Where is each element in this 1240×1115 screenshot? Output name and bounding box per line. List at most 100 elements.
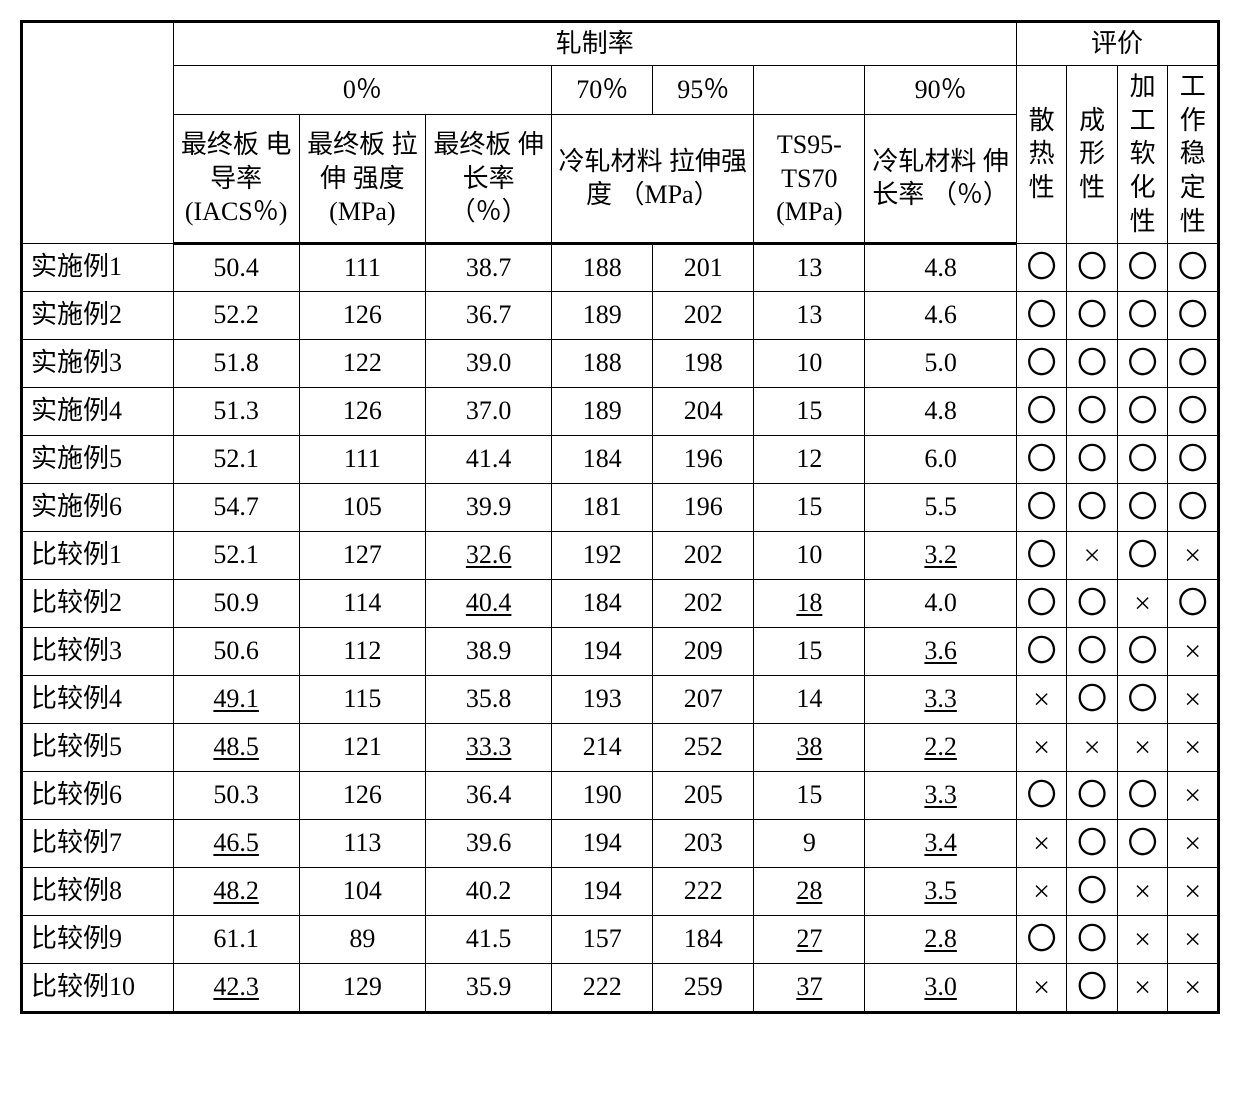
eval-cell-3: 〇: [1117, 243, 1168, 291]
cell-el0: 38.7: [426, 243, 552, 291]
cell-ts0: 126: [299, 291, 425, 339]
eval-cell-2: ×: [1067, 531, 1118, 579]
cell-ts95: 259: [653, 963, 754, 1012]
row-label: 比较例7: [22, 819, 174, 867]
header-evaluation: 评价: [1016, 22, 1218, 66]
eval-cell-2: 〇: [1067, 291, 1118, 339]
eval-cell-2: 〇: [1067, 435, 1118, 483]
cell-ts0: 115: [299, 675, 425, 723]
cell-el0: 32.6: [426, 531, 552, 579]
cell-ts70: 222: [552, 963, 653, 1012]
cell-cond: 51.3: [173, 387, 299, 435]
cell-el0: 36.7: [426, 291, 552, 339]
eval-cell-3: 〇: [1117, 435, 1168, 483]
eval-cell-1: ×: [1016, 819, 1067, 867]
cell-el0: 40.2: [426, 867, 552, 915]
eval-cell-1: 〇: [1016, 531, 1067, 579]
eval-cell-4: 〇: [1168, 387, 1219, 435]
header-cond: 最终板 电导率 (IACS％): [173, 115, 299, 244]
table-row: 比较例548.512133.3214252382.2××××: [22, 723, 1219, 771]
eval-cell-4: 〇: [1168, 579, 1219, 627]
cell-ts0: 126: [299, 387, 425, 435]
cell-coldel: 5.0: [865, 339, 1017, 387]
eval-cell-3: 〇: [1117, 339, 1168, 387]
cell-coldel: 2.2: [865, 723, 1017, 771]
eval-cell-1: 〇: [1016, 291, 1067, 339]
cell-cond: 48.2: [173, 867, 299, 915]
cell-coldel: 2.8: [865, 915, 1017, 963]
table-row: 比较例250.911440.4184202184.0〇〇×〇: [22, 579, 1219, 627]
cell-coldel: 4.8: [865, 243, 1017, 291]
cell-coldel: 4.8: [865, 387, 1017, 435]
cell-ts70: 190: [552, 771, 653, 819]
cell-coldel: 3.4: [865, 819, 1017, 867]
cell-ts0: 114: [299, 579, 425, 627]
row-label: 比较例4: [22, 675, 174, 723]
cell-ts0: 111: [299, 435, 425, 483]
cell-coldel: 3.0: [865, 963, 1017, 1012]
cell-cond: 52.1: [173, 531, 299, 579]
table-row: 实施例150.411138.7188201134.8〇〇〇〇: [22, 243, 1219, 291]
eval-cell-2: 〇: [1067, 819, 1118, 867]
cell-cond: 50.9: [173, 579, 299, 627]
table-row: 比较例350.611238.9194209153.6〇〇〇×: [22, 627, 1219, 675]
table-row: 实施例552.111141.4184196126.0〇〇〇〇: [22, 435, 1219, 483]
cell-el0: 33.3: [426, 723, 552, 771]
header-blank2: [754, 65, 865, 114]
row-label: 比较例1: [22, 531, 174, 579]
cell-diff: 27: [754, 915, 865, 963]
cell-ts0: 112: [299, 627, 425, 675]
header-pct0: 0％: [173, 65, 552, 114]
eval-cell-1: ×: [1016, 867, 1067, 915]
cell-coldel: 5.5: [865, 483, 1017, 531]
eval-cell-4: ×: [1168, 867, 1219, 915]
eval-cell-1: 〇: [1016, 627, 1067, 675]
cell-coldel: 4.6: [865, 291, 1017, 339]
row-label: 实施例3: [22, 339, 174, 387]
cell-diff: 13: [754, 291, 865, 339]
cell-ts0: 89: [299, 915, 425, 963]
eval-cell-3: ×: [1117, 963, 1168, 1012]
eval-cell-3: ×: [1117, 867, 1168, 915]
eval-cell-3: 〇: [1117, 819, 1168, 867]
table-row: 实施例252.212636.7189202134.6〇〇〇〇: [22, 291, 1219, 339]
eval-cell-4: 〇: [1168, 435, 1219, 483]
cell-ts70: 194: [552, 627, 653, 675]
eval-cell-1: 〇: [1016, 915, 1067, 963]
eval-cell-3: 〇: [1117, 675, 1168, 723]
cell-diff: 18: [754, 579, 865, 627]
header-el0: 最终板 伸长率 （％）: [426, 115, 552, 244]
cell-cond: 52.1: [173, 435, 299, 483]
eval-cell-3: 〇: [1117, 291, 1168, 339]
header-eval1: 散 热 性: [1016, 65, 1067, 243]
row-label: 实施例5: [22, 435, 174, 483]
cell-ts0: 122: [299, 339, 425, 387]
cell-ts95: 207: [653, 675, 754, 723]
eval-cell-3: ×: [1117, 723, 1168, 771]
cell-ts0: 129: [299, 963, 425, 1012]
eval-cell-4: ×: [1168, 627, 1219, 675]
header-eval3: 加 工 软 化 性: [1117, 65, 1168, 243]
cell-ts0: 104: [299, 867, 425, 915]
cell-cond: 49.1: [173, 675, 299, 723]
row-label: 实施例2: [22, 291, 174, 339]
cell-diff: 28: [754, 867, 865, 915]
eval-cell-4: ×: [1168, 819, 1219, 867]
header-ts-diff: TS95- TS70 (MPa): [754, 115, 865, 244]
cell-cond: 51.8: [173, 339, 299, 387]
cell-diff: 37: [754, 963, 865, 1012]
header-blank: [22, 22, 174, 244]
cell-coldel: 6.0: [865, 435, 1017, 483]
table-row: 比较例848.210440.2194222283.5×〇××: [22, 867, 1219, 915]
row-label: 实施例4: [22, 387, 174, 435]
eval-cell-3: 〇: [1117, 771, 1168, 819]
cell-ts70: 194: [552, 819, 653, 867]
cell-el0: 38.9: [426, 627, 552, 675]
eval-cell-3: 〇: [1117, 627, 1168, 675]
cell-diff: 12: [754, 435, 865, 483]
table-row: 比较例650.312636.4190205153.3〇〇〇×: [22, 771, 1219, 819]
cell-ts70: 184: [552, 435, 653, 483]
eval-cell-1: 〇: [1016, 771, 1067, 819]
cell-el0: 41.5: [426, 915, 552, 963]
cell-ts95: 222: [653, 867, 754, 915]
